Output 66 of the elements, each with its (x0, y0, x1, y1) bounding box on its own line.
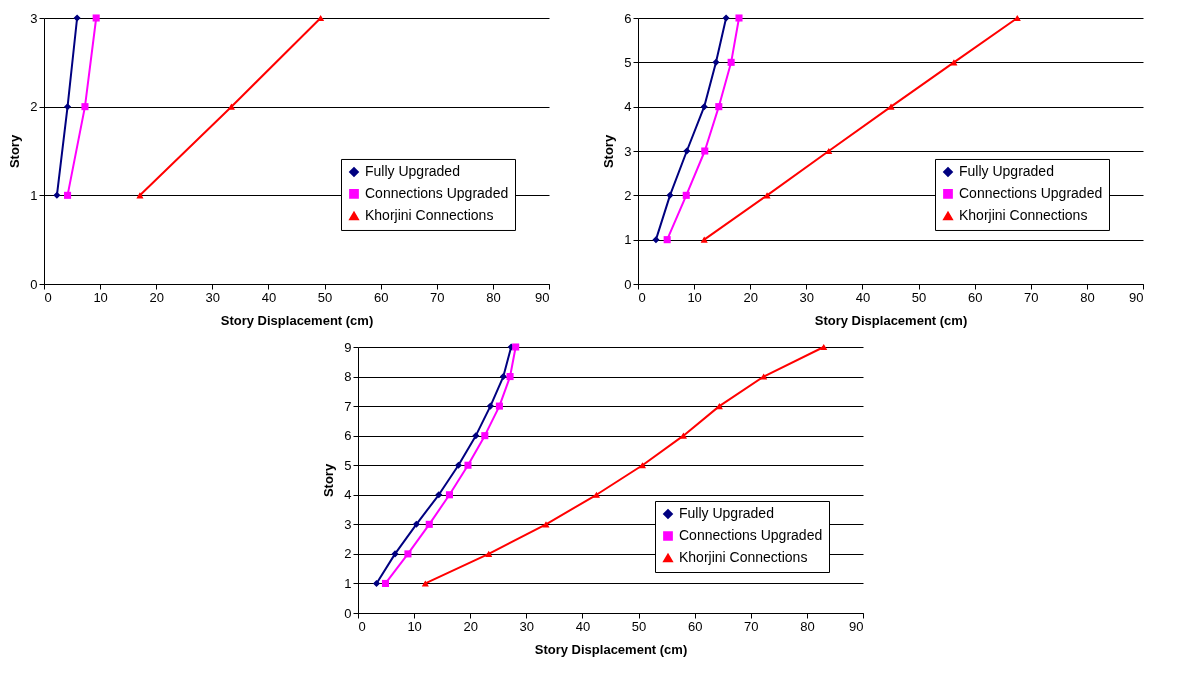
y-axis-title: Story (320, 463, 336, 498)
x-tick-label: 80 (1080, 289, 1095, 305)
x-tick-label: 70 (1024, 289, 1039, 305)
y-tick-label: 2 (343, 546, 351, 562)
legend-label: Fully Upgraded (959, 162, 1054, 179)
y-tick-label: 0 (30, 276, 38, 292)
y-tick-label: 7 (343, 398, 351, 414)
y-tick-label: 5 (343, 457, 351, 473)
x-tick-label: 10 (93, 289, 108, 305)
x-tick-label: 60 (687, 618, 702, 634)
y-tick-label: 0 (343, 605, 351, 621)
legend-label: Connections Upgraded (959, 184, 1103, 201)
x-tick-label: 10 (406, 618, 422, 634)
y-tick-label: 4 (343, 487, 351, 503)
x-tick-label: 0 (44, 289, 52, 305)
legend-label: Khorjini Connections (959, 206, 1088, 223)
y-tick-label: 2 (30, 99, 38, 115)
x-tick-label: 60 (967, 289, 983, 305)
x-tick-label: 70 (430, 289, 445, 305)
y-tick-label: 6 (624, 10, 632, 26)
y-axis-title: Story (7, 134, 23, 169)
legend-label: Connections Upgraded (365, 184, 509, 201)
x-tick-label: 60 (373, 289, 389, 305)
y-tick-label: 6 (343, 428, 351, 444)
y-axis-title: Story (601, 134, 617, 169)
x-tick-label: 0 (358, 618, 366, 634)
legend-label: Khorjini Connections (678, 549, 807, 565)
x-axis-title: Story Displacement (cm) (220, 312, 374, 328)
y-tick-label: 8 (343, 369, 351, 385)
x-tick-label: 40 (261, 289, 277, 305)
legend-label: Connections Upgraded (678, 527, 822, 543)
x-tick-label: 30 (519, 618, 534, 634)
x-tick-label: 30 (799, 289, 815, 305)
x-tick-label: 90 (848, 618, 863, 634)
x-tick-label: 80 (799, 618, 815, 634)
x-tick-label: 40 (575, 618, 590, 634)
x-tick-label: 50 (317, 289, 333, 305)
y-tick-label: 2 (624, 187, 632, 203)
x-tick-label: 0 (638, 289, 646, 305)
y-tick-label: 1 (343, 575, 351, 591)
x-tick-label: 20 (149, 289, 164, 305)
x-tick-label: 40 (855, 289, 871, 305)
y-tick-label: 3 (30, 10, 38, 26)
x-tick-label: 30 (205, 289, 221, 305)
x-tick-label: 90 (535, 289, 550, 305)
x-tick-label: 50 (911, 289, 927, 305)
x-tick-label: 80 (486, 289, 501, 305)
y-tick-label: 0 (624, 276, 632, 292)
y-tick-label: 9 (343, 339, 351, 355)
y-tick-label: 3 (624, 143, 632, 159)
y-tick-label: 3 (343, 516, 351, 532)
x-tick-label: 20 (462, 618, 478, 634)
x-tick-label: 10 (687, 289, 702, 305)
y-tick-label: 1 (30, 187, 38, 203)
legend-label: Fully Upgraded (365, 162, 460, 179)
y-tick-label: 1 (624, 232, 632, 248)
x-axis-title: Story Displacement (cm) (534, 641, 687, 657)
x-tick-label: 50 (631, 618, 646, 634)
x-tick-label: 70 (743, 618, 759, 634)
legend-label: Fully Upgraded (678, 505, 774, 521)
y-tick-label: 4 (624, 99, 632, 115)
y-tick-label: 5 (624, 54, 632, 70)
legend-label: Khorjini Connections (365, 206, 494, 223)
x-axis-title: Story Displacement (cm) (814, 312, 968, 328)
x-tick-label: 90 (1129, 289, 1144, 305)
x-tick-label: 20 (743, 289, 758, 305)
